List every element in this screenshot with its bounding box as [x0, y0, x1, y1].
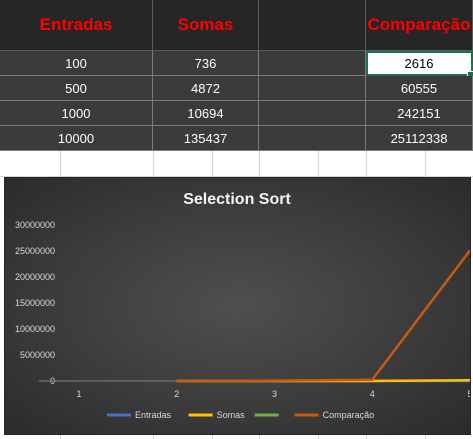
header-label: Somas	[177, 15, 234, 34]
table-cell[interactable]	[259, 51, 366, 76]
y-tick-label: 10000000	[15, 324, 55, 334]
legend-label: Somas	[217, 410, 246, 420]
y-tick-label: 5000000	[20, 350, 55, 360]
series-line-comparao	[176, 249, 471, 383]
table-cell[interactable]: 4872	[153, 76, 259, 101]
cell-value: 2616	[404, 55, 434, 71]
chart-area[interactable]: Selection Sort 30000000 25000000 20000000 15…	[4, 177, 473, 435]
cell-value: 10000	[57, 130, 95, 146]
x-tick-label: 2	[174, 389, 179, 399]
table-cell[interactable]: 1000	[0, 101, 153, 126]
legend-label: Entradas	[135, 410, 172, 420]
y-tick-label: 20000000	[15, 272, 55, 282]
cell-value: 242151	[397, 105, 441, 121]
x-tick-label: 1	[76, 389, 81, 399]
cell-value: 135437	[183, 130, 228, 146]
gridline	[0, 176, 473, 177]
table-cell[interactable]: 10000	[0, 126, 153, 151]
y-tick-label: 30000000	[15, 220, 55, 230]
header-cell-comparacao[interactable]: Comparação	[366, 0, 473, 51]
line-chart: Selection Sort30000000250000002000000015…	[15, 191, 473, 420]
cell-value: 100	[65, 55, 87, 71]
table-cell[interactable]: 500	[0, 76, 153, 101]
table-cell[interactable]: 60555	[366, 76, 473, 101]
table-cell[interactable]	[259, 126, 366, 151]
table-cell[interactable]: 10694	[153, 101, 259, 126]
y-tick-label: 15000000	[15, 298, 55, 308]
header-label: Comparação	[367, 15, 471, 34]
table-cell[interactable]	[259, 101, 366, 126]
y-tick-label: 25000000	[15, 246, 55, 256]
x-tick-label: 4	[370, 389, 375, 399]
x-tick-label: 5	[467, 389, 470, 399]
cell-value: 1000	[61, 105, 91, 121]
selected-cell[interactable]: 2616	[366, 51, 473, 76]
table-cell[interactable]	[259, 76, 366, 101]
legend-label: Comparação	[323, 410, 375, 420]
header-cell-empty[interactable]	[259, 0, 366, 51]
table-cell[interactable]: 242151	[366, 101, 473, 126]
table-cell[interactable]: 25112338	[366, 126, 473, 151]
table-cell[interactable]: 135437	[153, 126, 259, 151]
chart-title: Selection Sort	[183, 191, 291, 208]
header-cell-entradas[interactable]: Entradas	[0, 0, 153, 51]
cell-value: 500	[65, 80, 87, 96]
cell-value: 25112338	[390, 130, 448, 146]
cell-value: 4872	[191, 80, 220, 96]
table-cell[interactable]: 100	[0, 51, 153, 76]
cell-value: 736	[194, 55, 217, 71]
header-cell-somas[interactable]: Somas	[153, 0, 259, 51]
cell-value: 60555	[400, 80, 438, 96]
cell-value: 10694	[187, 105, 224, 121]
x-tick-label: 3	[272, 389, 277, 399]
table-cell[interactable]: 736	[153, 51, 259, 76]
header-label: Entradas	[39, 15, 113, 34]
